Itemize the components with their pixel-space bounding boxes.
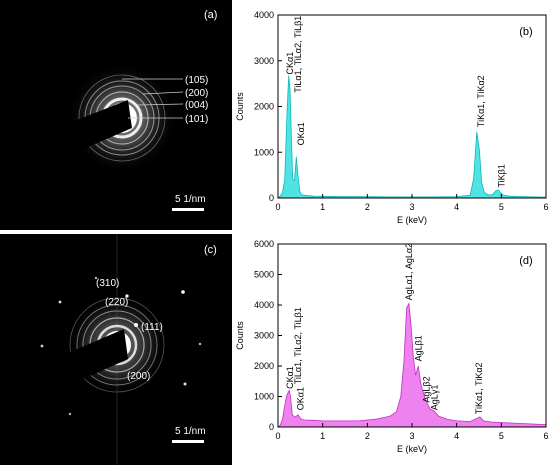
plane-label-a-2: (004) bbox=[185, 100, 208, 111]
x-tick-label: 4 bbox=[454, 431, 459, 441]
peak-annotation: AgLβ2 bbox=[422, 376, 432, 402]
x-axis-label: E (keV) bbox=[397, 444, 427, 454]
y-tick-label: 3000 bbox=[254, 56, 274, 66]
saed-pattern-a: (105) (200) (004) (101) (a) 5 1/nm bbox=[0, 9, 217, 211]
peak-annotation: TiLα1, TiLα2, TiLβ1 bbox=[293, 307, 303, 384]
eds-spectrum-d: 0 1 2 3 4 5 6 0 1000 2000 3000 4000 5000 6000 E (keV) C… bbox=[235, 239, 549, 454]
eds-chart-d: 0 1 2 3 4 5 6 0 1000 2000 3000 4000 5000 6000 E (keV) C… bbox=[232, 234, 550, 465]
peak-annotation: OKα1 bbox=[295, 387, 305, 410]
panel-label: (d) bbox=[519, 255, 532, 267]
y-tick-label: 3000 bbox=[254, 331, 274, 341]
plane-label-a-3: (101) bbox=[185, 114, 208, 125]
x-tick-label: 2 bbox=[365, 431, 370, 441]
x-tick-label: 1 bbox=[320, 202, 325, 212]
x-tick-label: 5 bbox=[499, 202, 504, 212]
eds-spectrum-b: 0 1 2 3 4 5 6 0 1000 2000 3000 4000 E (keV) Counts (b)… bbox=[235, 10, 549, 225]
peak-annotation: OKα1 bbox=[296, 122, 306, 145]
plane-label-c-1: (220) bbox=[105, 297, 128, 308]
x-tick-label: 3 bbox=[409, 202, 414, 212]
panel-label-a: (a) bbox=[204, 9, 217, 21]
peak-annotation: CKα1 bbox=[285, 366, 295, 389]
peak-annotation: AgLβ1 bbox=[414, 335, 424, 361]
y-tick-label: 2000 bbox=[254, 361, 274, 371]
panel-label-c: (c) bbox=[204, 244, 217, 256]
x-tick-label: 2 bbox=[365, 202, 370, 212]
plane-label-a-0: (105) bbox=[185, 75, 208, 86]
plane-label-c-3: (200) bbox=[127, 371, 150, 382]
scale-bar-label-a: 5 1/nm bbox=[175, 194, 206, 205]
saed-panel-a: (105) (200) (004) (101) (a) 5 1/nm bbox=[0, 0, 232, 230]
eds-chart-b: 0 1 2 3 4 5 6 0 1000 2000 3000 4000 E (keV) Counts (b)… bbox=[232, 0, 550, 232]
y-tick-label: 2000 bbox=[254, 102, 274, 112]
x-axis-label: E (keV) bbox=[397, 215, 427, 225]
y-tick-label: 4000 bbox=[254, 10, 274, 20]
peak-annotation: AgLγ1 bbox=[429, 385, 439, 411]
panel-label: (b) bbox=[519, 26, 532, 38]
x-tick-label: 3 bbox=[409, 431, 414, 441]
saed-panel-c: (310) (220) (111) (200) (c) 5 1/nm bbox=[0, 234, 232, 465]
x-tick-label: 0 bbox=[275, 202, 280, 212]
y-tick-label: 0 bbox=[269, 422, 274, 432]
y-axis-label: Counts bbox=[235, 321, 245, 350]
y-tick-label: 5000 bbox=[254, 270, 274, 280]
saed-pattern-c: (310) (220) (111) (200) (c) 5 1/nm bbox=[0, 234, 217, 465]
peak-annotation: TiKα1, TiKα2 bbox=[476, 75, 486, 127]
plane-label-c-2: (111) bbox=[141, 322, 163, 333]
y-tick-label: 1000 bbox=[254, 147, 274, 157]
y-tick-label: 0 bbox=[269, 193, 274, 203]
plane-label-a-1: (200) bbox=[185, 88, 208, 99]
peak-annotation: TiKα1, TiKα2 bbox=[474, 362, 484, 414]
y-tick-label: 1000 bbox=[254, 392, 274, 402]
beam-stop bbox=[0, 100, 132, 185]
spectrum-area bbox=[276, 302, 547, 428]
peak-annotation: TiLα1, TiLα2, TiLβ1 bbox=[293, 16, 303, 93]
x-tick-label: 0 bbox=[275, 431, 280, 441]
y-axis-label: Counts bbox=[235, 92, 245, 121]
beam-stop-c bbox=[0, 329, 128, 416]
x-tick-label: 1 bbox=[320, 431, 325, 441]
plane-label-c-0: (310) bbox=[96, 278, 119, 289]
peak-annotation: TiKβ1 bbox=[496, 164, 506, 187]
scale-bar-a bbox=[172, 208, 204, 211]
x-tick-label: 5 bbox=[499, 431, 504, 441]
x-tick-label: 6 bbox=[543, 202, 548, 212]
spectrum-area bbox=[276, 75, 547, 199]
peak-annotation: CKα1 bbox=[285, 52, 295, 75]
peak-annotation: AgLα1, AgLα2 bbox=[404, 243, 414, 300]
x-tick-label: 4 bbox=[454, 202, 459, 212]
scale-bar-label-c: 5 1/nm bbox=[175, 426, 206, 437]
x-tick-label: 6 bbox=[543, 431, 548, 441]
y-tick-label: 4000 bbox=[254, 300, 274, 310]
scale-bar-c bbox=[172, 440, 204, 443]
y-tick-label: 6000 bbox=[254, 239, 274, 249]
